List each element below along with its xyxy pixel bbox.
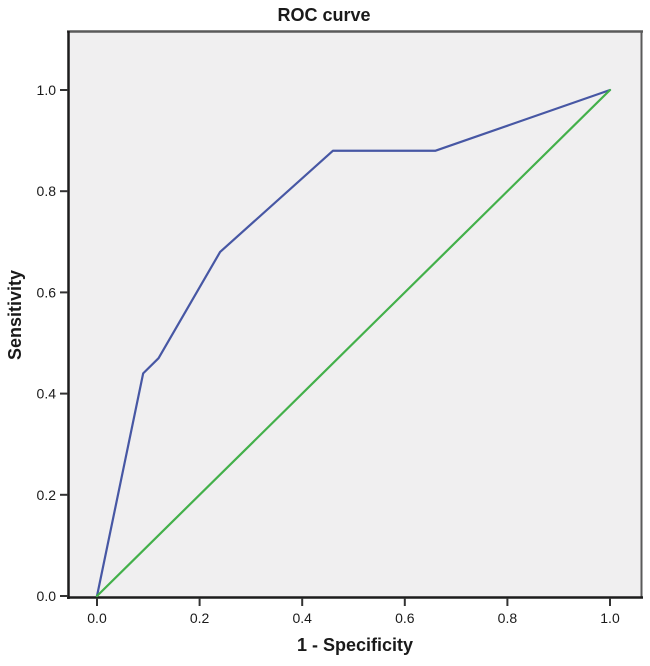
y-tick-label: 0.4 (37, 386, 57, 402)
y-tick-label: 0.0 (37, 588, 57, 604)
series-lines (95, 88, 612, 598)
roc-curve-line (95, 88, 612, 598)
reference-diagonal-line (95, 88, 612, 598)
x-tick-label: 0.8 (498, 610, 518, 626)
x-tick-label: 0.6 (395, 610, 415, 626)
x-tick-label: 0.0 (87, 610, 107, 626)
x-axis-ticks: 0.0 0.2 0.4 0.6 0.8 1.0 (87, 598, 620, 626)
x-axis-label: 1 - Specificity (297, 635, 413, 655)
plot-background (68, 31, 642, 598)
y-axis-ticks: 0.0 0.2 0.4 0.6 0.8 1.0 (37, 82, 68, 604)
plot-area: 0.0 0.2 0.4 0.6 0.8 1.0 0.0 0.2 0.4 0.6 0.8 1.0 (37, 30, 643, 626)
x-tick-label: 0.4 (292, 610, 312, 626)
y-tick-label: 0.6 (37, 284, 57, 300)
x-tick-label: 1.0 (600, 610, 620, 626)
y-axis-label: Sensitivity (5, 270, 25, 360)
y-tick-label: 0.8 (37, 183, 57, 199)
chart-title: ROC curve (277, 5, 370, 25)
x-tick-label: 0.2 (190, 610, 210, 626)
y-tick-label: 1.0 (37, 82, 57, 98)
y-tick-label: 0.2 (37, 487, 57, 503)
